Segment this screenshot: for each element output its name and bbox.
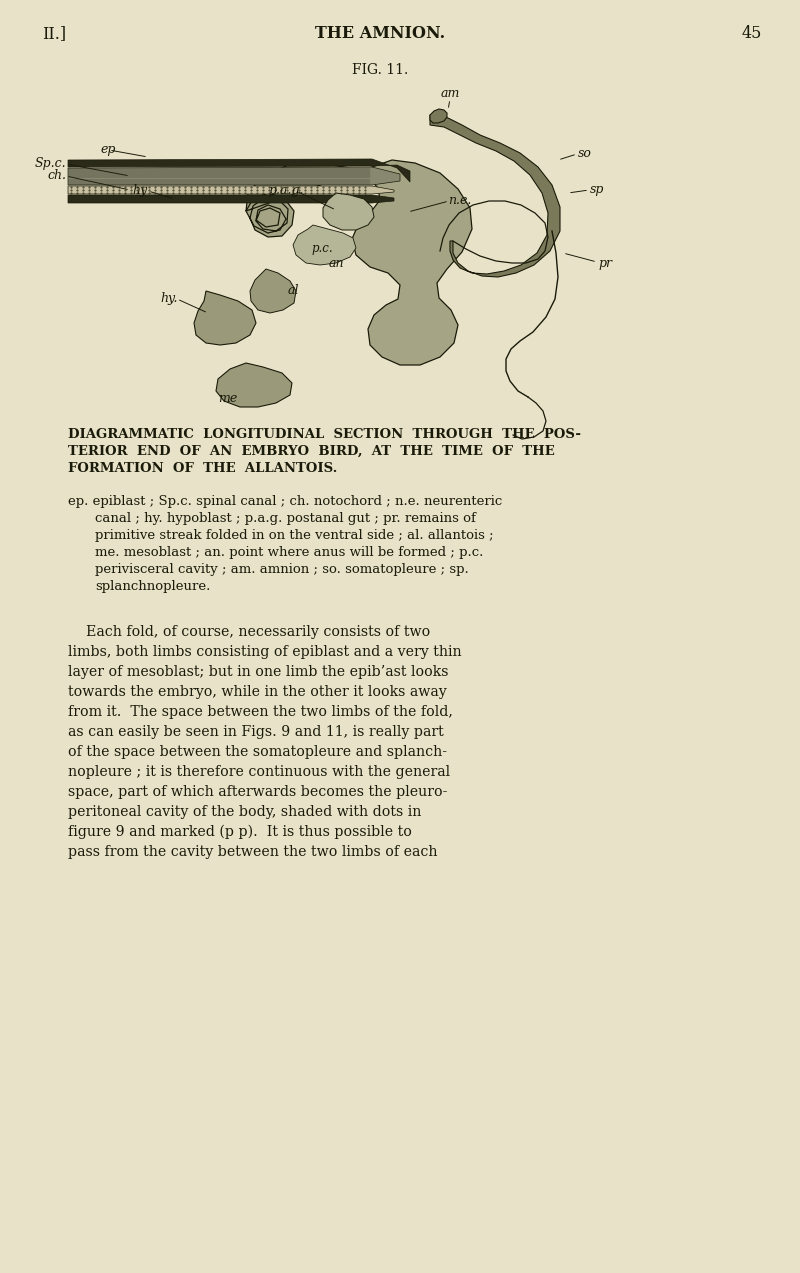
Text: as can easily be seen in Figs. 9 and 11, is really part: as can easily be seen in Figs. 9 and 11,… xyxy=(68,726,444,740)
Text: Each fold, of course, necessarily consists of two: Each fold, of course, necessarily consis… xyxy=(68,625,430,639)
Text: THE AMNION.: THE AMNION. xyxy=(315,25,445,42)
Text: me. mesoblast ; an. point where anus will be formed ; p.c.: me. mesoblast ; an. point where anus wil… xyxy=(95,546,483,559)
Text: pass from the cavity between the two limbs of each: pass from the cavity between the two lim… xyxy=(68,845,438,859)
Polygon shape xyxy=(430,109,447,123)
Text: figure 9 and marked (p p).  It is thus possible to: figure 9 and marked (p p). It is thus po… xyxy=(68,825,412,839)
Text: towards the embryo, while in the other it looks away: towards the embryo, while in the other i… xyxy=(68,685,446,699)
Text: n.e.: n.e. xyxy=(448,193,471,206)
Polygon shape xyxy=(68,167,400,185)
Text: nopleure ; it is therefore continuous with the general: nopleure ; it is therefore continuous wi… xyxy=(68,765,450,779)
Text: al: al xyxy=(287,284,298,297)
Polygon shape xyxy=(250,269,296,313)
Text: pr: pr xyxy=(598,256,612,270)
Text: hy: hy xyxy=(133,183,148,196)
Polygon shape xyxy=(194,292,256,345)
Text: layer of mesoblast; but in one limb the epib’ast looks: layer of mesoblast; but in one limb the … xyxy=(68,665,449,679)
Polygon shape xyxy=(68,195,394,202)
Text: so: so xyxy=(578,146,592,159)
Polygon shape xyxy=(293,225,356,265)
Text: hy.: hy. xyxy=(161,292,178,304)
Text: TERIOR  END  OF  AN  EMBRYO  BIRD,  AT  THE  TIME  OF  THE: TERIOR END OF AN EMBRYO BIRD, AT THE TIM… xyxy=(68,446,554,458)
Text: canal ; hy. hypoblast ; p.a.g. postanal gut ; pr. remains of: canal ; hy. hypoblast ; p.a.g. postanal … xyxy=(95,512,476,524)
Text: space, part of which afterwards becomes the pleuro-: space, part of which afterwards becomes … xyxy=(68,785,447,799)
Polygon shape xyxy=(216,363,292,407)
Text: an: an xyxy=(328,256,344,270)
Text: ep. epiblast ; Sp.c. spinal canal ; ch. notochord ; n.e. neurenteric: ep. epiblast ; Sp.c. spinal canal ; ch. … xyxy=(68,495,502,508)
Polygon shape xyxy=(246,160,472,365)
Text: am: am xyxy=(440,87,460,99)
Text: splanchnopleure.: splanchnopleure. xyxy=(95,580,210,593)
Text: primitive streak folded in on the ventral side ; al. allantois ;: primitive streak folded in on the ventra… xyxy=(95,530,494,542)
Text: FIG. 11.: FIG. 11. xyxy=(352,62,408,76)
Text: peritoneal cavity of the body, shaded with dots in: peritoneal cavity of the body, shaded wi… xyxy=(68,805,422,819)
Polygon shape xyxy=(68,186,394,193)
Text: me: me xyxy=(218,392,238,405)
Polygon shape xyxy=(68,159,410,182)
Text: DIAGRAMMATIC  LONGITUDINAL  SECTION  THROUGH  THE  POS-: DIAGRAMMATIC LONGITUDINAL SECTION THROUG… xyxy=(68,428,581,440)
Text: perivisceral cavity ; am. amnion ; so. somatopleure ; sp.: perivisceral cavity ; am. amnion ; so. s… xyxy=(95,563,469,575)
Text: Sp.c.: Sp.c. xyxy=(34,157,66,169)
Text: p.a.g.: p.a.g. xyxy=(268,183,303,196)
Polygon shape xyxy=(430,115,560,278)
Text: of the space between the somatopleure and splanch-: of the space between the somatopleure an… xyxy=(68,745,447,759)
Polygon shape xyxy=(323,193,374,230)
Text: ep: ep xyxy=(100,143,115,155)
Text: p.c.: p.c. xyxy=(311,242,333,255)
Text: limbs, both limbs consisting of epiblast and a very thin: limbs, both limbs consisting of epiblast… xyxy=(68,645,462,659)
Text: FORMATION  OF  THE  ALLANTOIS.: FORMATION OF THE ALLANTOIS. xyxy=(68,462,338,475)
Text: ch.: ch. xyxy=(47,168,66,182)
Text: 45: 45 xyxy=(742,25,762,42)
Text: II.]: II.] xyxy=(42,25,66,42)
Text: sp: sp xyxy=(590,182,604,196)
Text: from it.  The space between the two limbs of the fold,: from it. The space between the two limbs… xyxy=(68,705,453,719)
